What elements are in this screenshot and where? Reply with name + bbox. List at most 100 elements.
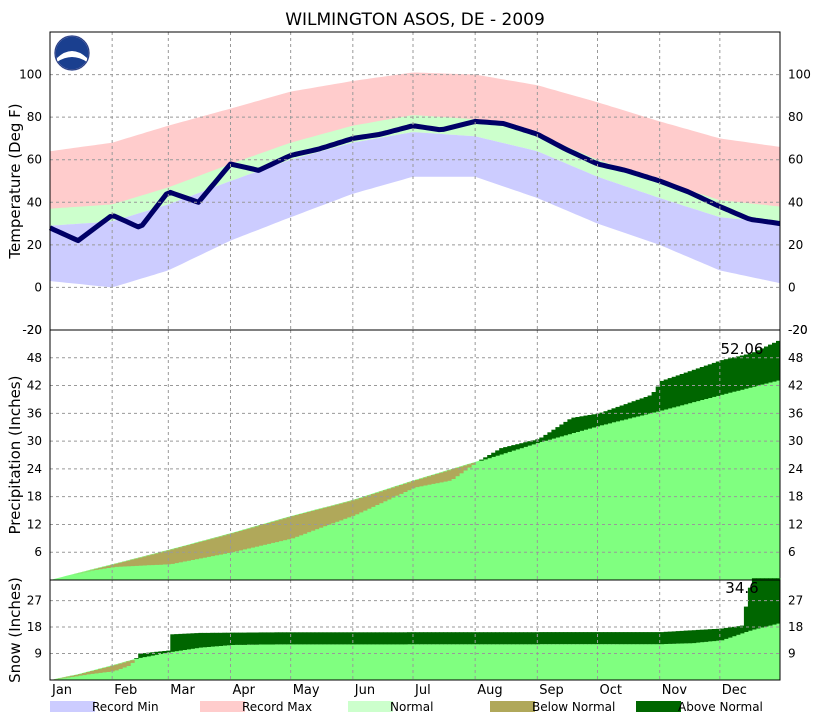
above-normal-bar — [515, 444, 520, 450]
above-normal-bar — [198, 632, 203, 648]
above-normal-bar — [354, 632, 360, 645]
below-normal-bar — [310, 510, 316, 531]
above-normal-bar — [711, 362, 717, 397]
above-normal-bar — [491, 632, 496, 645]
above-normal-bar — [707, 629, 713, 642]
below-normal-bar — [86, 672, 91, 675]
above-normal-bar — [679, 630, 685, 644]
above-normal-bar — [278, 632, 284, 645]
above-normal-bar — [266, 632, 272, 645]
y-axis-title: Precipitation (Inches) — [6, 376, 24, 535]
above-normal-bar — [399, 632, 404, 645]
above-normal-bar — [623, 632, 629, 645]
above-normal-bar — [523, 632, 528, 645]
below-normal-bar — [419, 478, 424, 487]
above-normal-bar — [663, 379, 669, 410]
below-normal-bar — [234, 532, 239, 552]
above-normal-bar — [555, 632, 560, 645]
above-normal-bar — [647, 395, 653, 414]
legend-swatch — [636, 701, 681, 712]
y-tick-label-left: -20 — [22, 323, 42, 337]
above-normal-bar — [575, 632, 580, 645]
above-normal-bar — [382, 632, 388, 645]
below-normal-bar — [230, 533, 235, 553]
above-normal-bar — [330, 632, 336, 645]
above-normal-bar — [747, 587, 753, 631]
below-normal-bar — [90, 671, 95, 674]
below-normal-bar — [178, 547, 183, 563]
below-normal-bar — [254, 526, 260, 547]
y-tick-label-right: 48 — [788, 351, 803, 365]
y-tick-label-right: 6 — [788, 545, 796, 559]
above-normal-bar — [194, 633, 199, 649]
above-normal-bar — [146, 652, 151, 657]
above-normal-bar — [647, 632, 653, 645]
above-normal-bar — [358, 632, 364, 645]
below-normal-bar — [118, 562, 123, 567]
below-normal-bar — [366, 495, 372, 509]
y-tick-label-right: 0 — [788, 280, 796, 294]
below-normal-bar — [370, 494, 376, 507]
below-normal-bar — [334, 504, 340, 522]
y-tick-label-right: 36 — [788, 406, 803, 420]
above-normal-bar — [523, 442, 528, 447]
above-normal-bar — [475, 632, 480, 645]
below-normal-bar — [214, 537, 219, 556]
above-normal-bar — [439, 632, 444, 645]
y-tick-label-left: 30 — [27, 434, 42, 448]
above-normal-bar — [443, 632, 448, 645]
above-normal-bar — [527, 441, 532, 446]
month-label: Oct — [600, 683, 622, 698]
below-normal-bar — [98, 567, 103, 570]
below-normal-bar — [374, 492, 380, 505]
above-normal-bar — [394, 632, 400, 645]
normal-accumulation-area — [50, 379, 780, 580]
above-normal-bar — [764, 578, 769, 627]
above-normal-bar — [210, 632, 215, 647]
above-normal-bar — [759, 578, 765, 628]
above-normal-bar — [699, 629, 705, 643]
above-normal-bar — [338, 632, 344, 645]
y-tick-label-right: 40 — [788, 195, 803, 209]
above-normal-bar — [675, 375, 681, 407]
above-normal-bar — [182, 633, 187, 650]
below-normal-bar — [330, 505, 336, 524]
y-tick-label-right: 80 — [788, 110, 803, 124]
above-normal-bar — [374, 632, 380, 645]
y-axis-title: Snow (Inches) — [6, 577, 24, 683]
above-normal-bar — [511, 445, 516, 451]
above-normal-bar — [531, 632, 536, 645]
below-normal-bar — [467, 464, 472, 468]
below-normal-bar — [342, 502, 348, 519]
y-tick-label-left: 9 — [34, 647, 42, 661]
above-normal-bar — [599, 632, 604, 645]
above-normal-bar — [591, 632, 596, 645]
above-normal-bar — [727, 358, 733, 393]
above-normal-bar — [575, 417, 580, 432]
above-normal-bar — [242, 632, 247, 645]
below-normal-bar — [318, 508, 324, 528]
above-normal-bar — [314, 632, 320, 645]
below-normal-bar — [154, 553, 159, 565]
above-normal-bar — [503, 632, 508, 645]
below-normal-bar — [286, 517, 292, 540]
below-normal-bar — [90, 569, 95, 571]
above-normal-bar — [719, 628, 725, 641]
above-normal-bar — [459, 632, 464, 645]
y-tick-label-left: 20 — [27, 238, 42, 252]
below-normal-bar — [382, 490, 388, 502]
above-normal-bar — [262, 632, 268, 645]
above-normal-bar — [419, 632, 424, 645]
below-normal-bar — [298, 514, 304, 536]
legend-label: Above Normal — [678, 700, 763, 714]
above-normal-bar — [451, 632, 456, 645]
chart-title: WILMINGTON ASOS, DE - 2009 — [285, 10, 545, 30]
above-normal-bar — [455, 632, 460, 645]
above-normal-bar — [772, 578, 777, 625]
below-normal-bar — [166, 550, 171, 565]
above-normal-bar — [607, 409, 612, 424]
y-tick-label-left: 24 — [27, 462, 42, 476]
above-normal-bar — [170, 634, 175, 652]
below-normal-bar — [70, 675, 75, 677]
